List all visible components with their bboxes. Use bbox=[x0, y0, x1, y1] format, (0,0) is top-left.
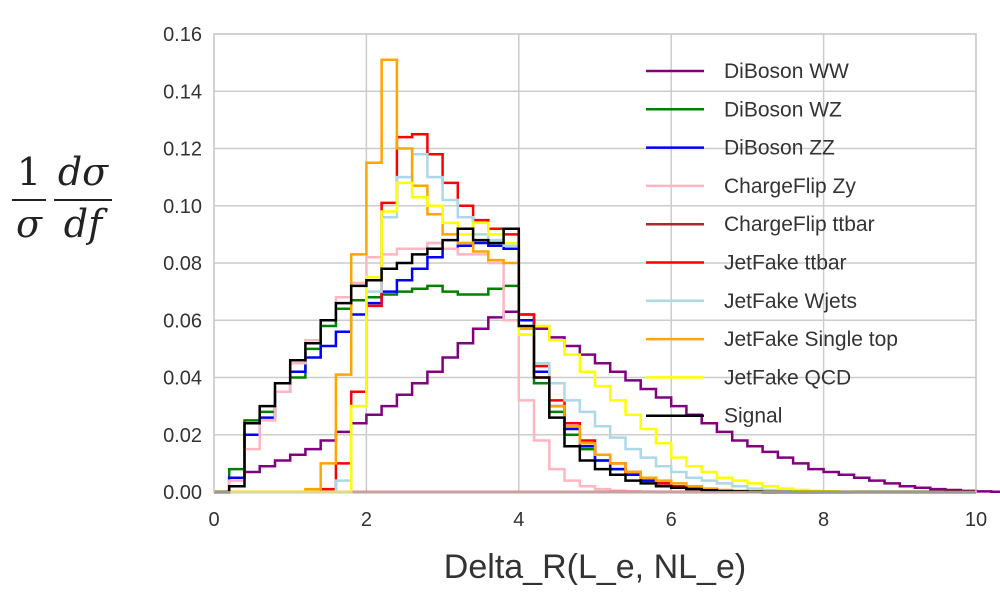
plot-frame bbox=[213, 33, 977, 493]
x-tick-label: 10 bbox=[965, 509, 987, 531]
x-tick-label: 6 bbox=[666, 509, 677, 531]
legend-label: ChargeFlip ttbar bbox=[724, 213, 875, 236]
y-tick-label: 0.16 bbox=[163, 24, 202, 46]
y-tick-label: 0.08 bbox=[163, 253, 202, 275]
legend-label: DiBoson WZ bbox=[724, 98, 842, 121]
y-label-sigma: σ bbox=[16, 202, 42, 246]
legend-label: DiBoson ZZ bbox=[724, 137, 835, 160]
y-tick-label: 0.12 bbox=[163, 139, 202, 161]
y-tick-label: 0.04 bbox=[163, 368, 202, 390]
x-tick-label: 0 bbox=[208, 509, 219, 531]
legend-label: DiBoson WW bbox=[724, 60, 849, 83]
legend: DiBoson WW DiBoson WZ DiBoson ZZ ChargeFlip… bbox=[646, 60, 898, 428]
y-label-numerator: dσ bbox=[57, 150, 109, 194]
y-tick-label: 0.06 bbox=[163, 310, 202, 332]
y-label-fraction-bar-2 bbox=[54, 199, 112, 201]
legend-label: JetFake Wjets bbox=[724, 290, 857, 313]
y-tick-label: 0.14 bbox=[163, 81, 202, 103]
x-tick-labels: 0 2 4 6 8 10 bbox=[208, 509, 987, 531]
series-diboson-ww bbox=[214, 310, 1000, 494]
y-label-one: 1 bbox=[16, 150, 42, 194]
legend-label: Signal bbox=[724, 405, 782, 428]
y-axis-label: 1 σ dσ df bbox=[8, 146, 112, 256]
y-label-fraction-bar bbox=[12, 199, 46, 201]
y-tick-label: 0.00 bbox=[163, 482, 202, 504]
y-tick-label: 0.02 bbox=[163, 425, 202, 447]
x-tick-label: 4 bbox=[513, 509, 524, 531]
legend-label: JetFake QCD bbox=[724, 366, 851, 389]
x-axis-label: Delta_R(L_e, NL_e) bbox=[444, 548, 746, 586]
legend-label: JetFake ttbar bbox=[724, 252, 847, 275]
legend-label: ChargeFlip Zy bbox=[724, 175, 856, 198]
x-tick-label: 2 bbox=[361, 509, 372, 531]
x-tick-label: 8 bbox=[818, 509, 829, 531]
y-tick-labels: 0.00 0.02 0.04 0.06 0.08 0.10 0.12 0.14 0.16 bbox=[163, 24, 202, 504]
legend-label: JetFake Single top bbox=[724, 328, 898, 351]
y-label-denominator: df bbox=[63, 202, 103, 246]
y-tick-label: 0.10 bbox=[163, 196, 202, 218]
